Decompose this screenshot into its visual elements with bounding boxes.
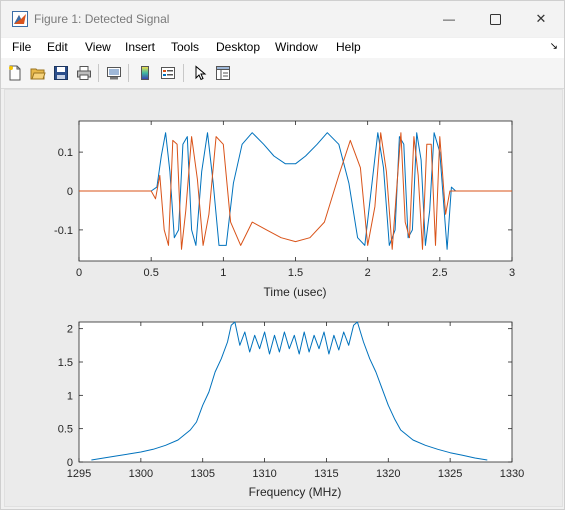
minimize-button[interactable]: — [426, 1, 472, 37]
matlab-logo-icon [12, 11, 28, 27]
x-tick-label: 3 [509, 267, 515, 279]
link-plot-button[interactable] [104, 63, 124, 83]
x-tick-label: 1310 [252, 468, 276, 480]
x-tick-label: 1305 [190, 468, 214, 480]
menubar-overflow-icon[interactable]: ↘ [549, 41, 558, 52]
x-tick-label: 2.5 [432, 267, 447, 279]
open-file-button[interactable] [28, 63, 48, 83]
insert-colorbar-button[interactable] [135, 63, 155, 83]
x-tick-label: 1330 [500, 468, 524, 480]
maximize-button[interactable] [472, 1, 518, 37]
toolbar-separator [98, 64, 99, 82]
series-line-2 [79, 132, 512, 250]
minimize-icon: — [443, 12, 455, 26]
menu-file[interactable]: File [12, 40, 32, 54]
maximize-icon [489, 13, 501, 25]
y-tick-label: 0 [67, 457, 73, 469]
menu-insert[interactable]: Insert [125, 40, 156, 54]
print-button[interactable] [74, 63, 94, 83]
menu-view[interactable]: View [85, 40, 111, 54]
open-file-icon [30, 68, 46, 80]
time-axis-label: Time (usec) [264, 285, 327, 299]
menu-help[interactable]: Help [336, 40, 361, 54]
x-tick-label: 1300 [129, 468, 153, 480]
y-tick-label: -0.1 [54, 225, 73, 237]
figure-canvas: 0 0.5 1 1.5 2 2.5 3 -0.1 0 0.1 Time (usec) 1295 13… [4, 89, 563, 507]
y-tick-label: 2 [67, 324, 73, 336]
y-tick-label: 0.5 [58, 424, 73, 436]
frequency-axis-label: Frequency (MHz) [249, 485, 342, 499]
series-line-1 [91, 321, 488, 461]
edit-plot-button[interactable] [190, 63, 210, 83]
time-axes[interactable]: 0 0.5 1 1.5 2 2.5 3 -0.1 0 0.1 Time (usec) [54, 120, 515, 299]
property-inspector-icon [216, 66, 230, 80]
time-axes-lines [79, 132, 512, 250]
y-tick-label: 1.5 [58, 357, 73, 369]
x-tick-label: 1320 [376, 468, 400, 480]
insert-legend-button[interactable] [158, 63, 178, 83]
link-plot-icon [107, 67, 121, 80]
new-figure-icon [9, 65, 21, 81]
plot-canvas[interactable]: 0 0.5 1 1.5 2 2.5 3 -0.1 0 0.1 Time (usec) 1295 13… [5, 90, 562, 506]
edit-plot-icon [195, 65, 207, 81]
save-button[interactable] [51, 63, 71, 83]
figure-toolbar [1, 58, 564, 89]
y-tick-label: 0 [67, 186, 73, 198]
frequency-axes-ticks: 1295 1300 1305 1310 1315 1320 1325 1330 0 0.5 1 1.5… [58, 322, 524, 480]
menu-bar: File Edit View Insert Tools Desktop Wind… [1, 38, 564, 58]
insert-legend-icon [161, 67, 175, 79]
x-tick-label: 2 [365, 267, 371, 279]
x-tick-label: 1.5 [288, 267, 303, 279]
frequency-axes-lines [91, 321, 488, 461]
x-tick-label: 1325 [438, 468, 462, 480]
menu-desktop[interactable]: Desktop [216, 40, 261, 54]
y-tick-label: 0.1 [58, 147, 73, 159]
time-axes-ticks: 0 0.5 1 1.5 2 2.5 3 -0.1 0 0.1 [54, 121, 515, 279]
menu-tools[interactable]: Tools [171, 40, 200, 54]
menu-window[interactable]: Window [275, 40, 318, 54]
close-button[interactable]: ✕ [518, 1, 564, 37]
y-tick-label: 1 [67, 390, 73, 402]
x-tick-label: 1 [220, 267, 226, 279]
insert-colorbar-icon [141, 66, 149, 80]
frequency-axes[interactable]: 1295 1300 1305 1310 1315 1320 1325 1330 0 0.5 1 1.5… [58, 321, 525, 499]
title-bar[interactable]: Figure 1: Detected Signal — ✕ [1, 1, 564, 37]
toolbar-separator [183, 64, 184, 82]
property-inspector-button[interactable] [213, 63, 233, 83]
toolbar-separator [128, 64, 129, 82]
window-title: Figure 1: Detected Signal [34, 12, 170, 26]
close-icon: ✕ [535, 11, 547, 26]
frequency-axes-box [78, 321, 513, 463]
x-tick-label: 1315 [314, 468, 338, 480]
menu-edit[interactable]: Edit [47, 40, 68, 54]
x-tick-label: 0.5 [144, 267, 159, 279]
save-icon [54, 66, 68, 80]
x-tick-label: 1295 [67, 468, 91, 480]
print-icon [77, 66, 91, 80]
new-figure-button[interactable] [5, 63, 25, 83]
x-tick-label: 0 [76, 267, 82, 279]
